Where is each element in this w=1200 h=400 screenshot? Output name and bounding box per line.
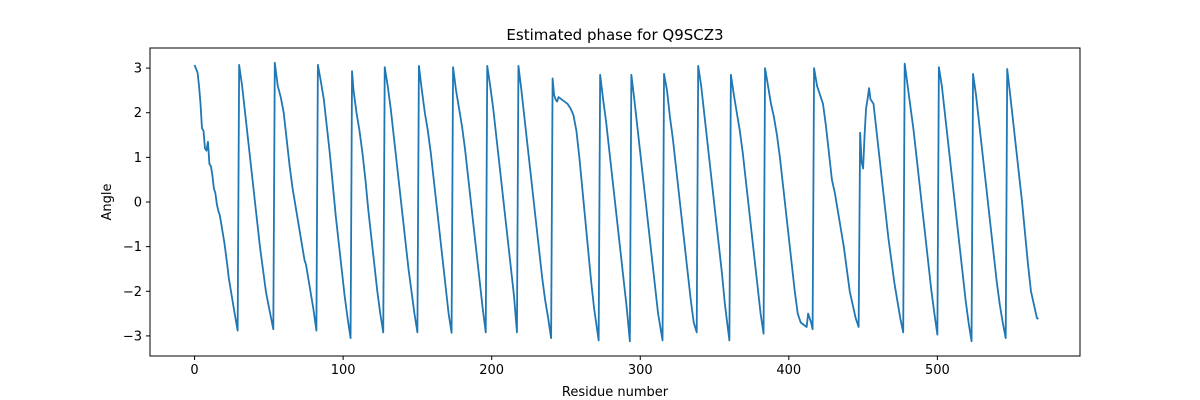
x-tick-label: 200: [479, 363, 504, 378]
y-tick-label: 0: [134, 196, 142, 211]
y-tick-label: 2: [134, 106, 142, 121]
y-tick-label: 3: [134, 62, 142, 77]
x-axis-ticks: 0 100 200 300 400 500: [190, 356, 950, 378]
x-tick-label: 300: [628, 363, 653, 378]
y-tick-label: −2: [123, 285, 142, 300]
y-tick-label: 1: [134, 151, 142, 166]
chart-title: Estimated phase for Q9SCZ3: [506, 26, 723, 44]
series-layer: [193, 61, 1039, 343]
phase-series-line: [193, 61, 1039, 343]
y-tick-label: −1: [123, 240, 142, 255]
x-tick-label: 0: [190, 363, 198, 378]
y-axis-label: Angle: [100, 184, 115, 221]
x-tick-label: 500: [925, 363, 950, 378]
y-axis-ticks: −3 −2 −1 0 1 2 3: [123, 62, 150, 344]
x-tick-label: 400: [776, 363, 801, 378]
x-tick-label: 100: [331, 363, 356, 378]
plot-frame: [149, 47, 1081, 357]
x-axis-label: Residue number: [562, 385, 669, 400]
y-tick-label: −3: [123, 329, 142, 344]
